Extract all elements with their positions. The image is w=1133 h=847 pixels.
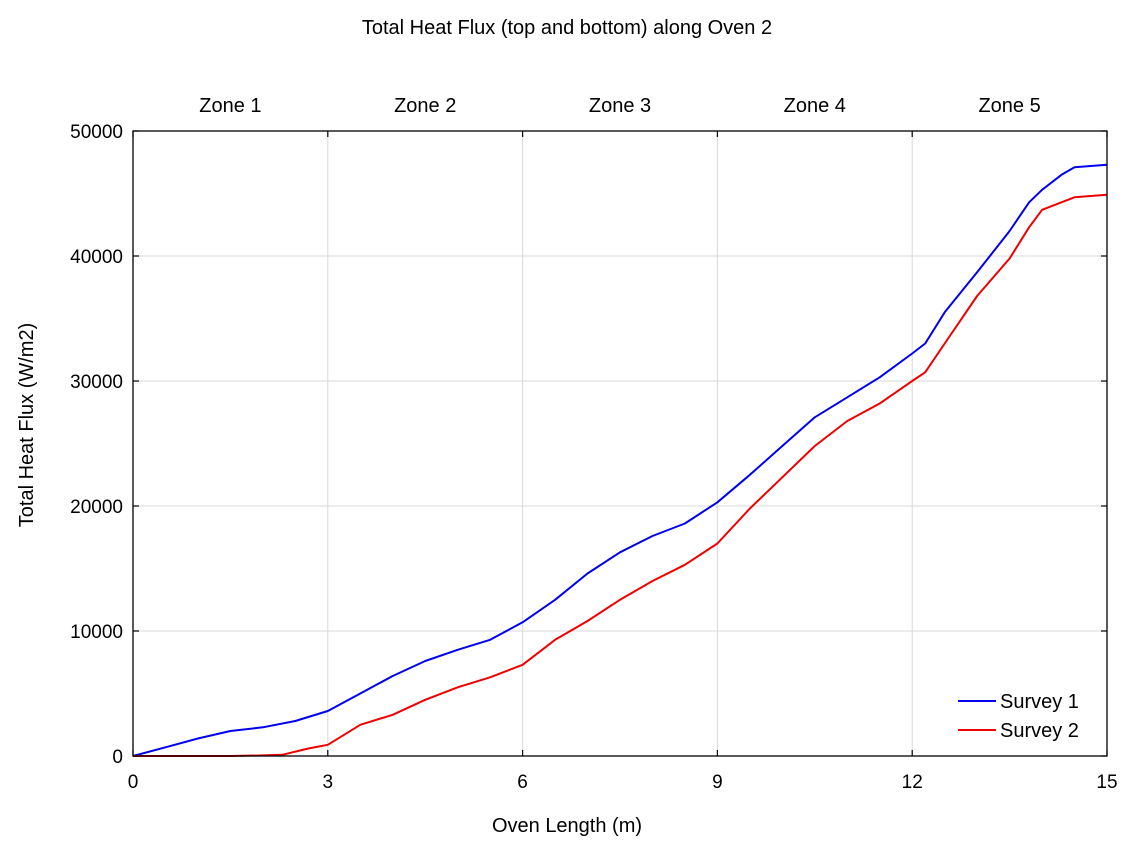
x-tick-label: 12 [902, 772, 923, 793]
legend: Survey 1 Survey 2 [958, 691, 1079, 742]
axis-ticks: 0 3 6 9 12 15 0 10000 20000 30000 40000 50000 [70, 122, 1117, 793]
zone-label: Zone 3 [589, 95, 651, 117]
chart-title: Total Heat Flux (top and bottom) along O… [362, 17, 772, 39]
x-tick-label: 0 [128, 772, 139, 793]
x-tick-label: 15 [1096, 772, 1117, 793]
zone-label: Zone 1 [199, 95, 261, 117]
y-tick-label: 30000 [70, 372, 123, 393]
y-tick-label: 20000 [70, 497, 123, 518]
y-axis-title: Total Heat Flux (W/m2) [16, 323, 38, 527]
series-line-1 [132, 163, 1108, 757]
y-tick-label: 50000 [70, 122, 123, 143]
y-tick-label: 10000 [70, 622, 123, 643]
x-tick-label: 6 [517, 772, 528, 793]
y-tick-label: 40000 [70, 247, 123, 268]
x-axis-title: Oven Length (m) [492, 815, 642, 837]
legend-label-1: Survey 1 [1000, 691, 1079, 713]
zone-label: Zone 2 [394, 95, 456, 117]
series-lines [132, 163, 1108, 757]
zone-label: Zone 4 [784, 95, 846, 117]
y-tick-label: 0 [112, 747, 123, 768]
zone-label: Zone 5 [978, 95, 1040, 117]
series-line-2 [133, 193, 1108, 757]
zone-labels: Zone 1 Zone 2 Zone 3 Zone 4 Zone 5 [199, 95, 1040, 117]
legend-label-2: Survey 2 [1000, 720, 1079, 742]
x-tick-label: 3 [323, 772, 334, 793]
plot-area-frame [132, 130, 1108, 757]
x-tick-label: 9 [712, 772, 723, 793]
grid-lines [133, 131, 1107, 756]
